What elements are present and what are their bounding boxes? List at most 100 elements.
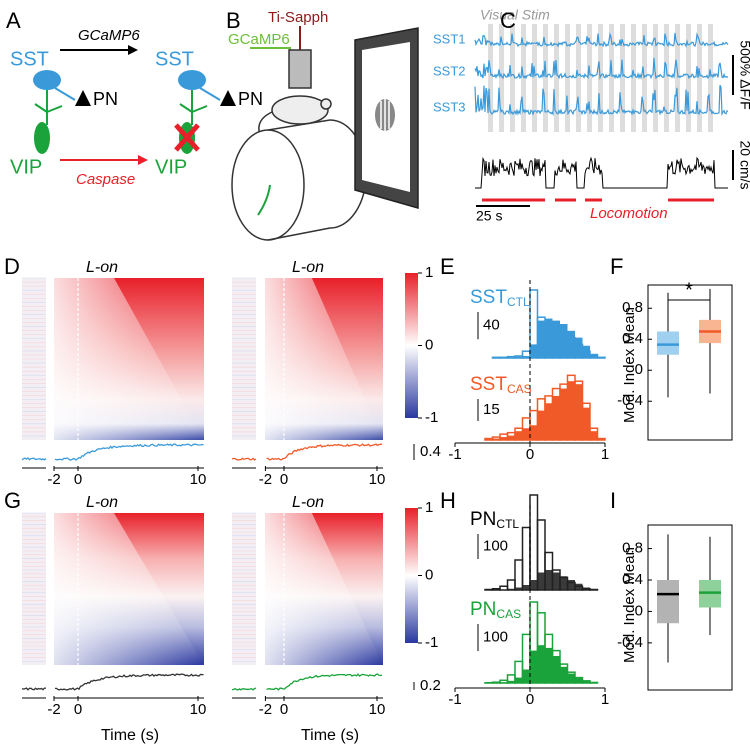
speed-trace xyxy=(475,156,728,189)
hist-bar xyxy=(537,645,545,683)
x-tick-label: 0 xyxy=(280,701,288,718)
neurite xyxy=(199,87,221,101)
hist-outline xyxy=(506,579,516,591)
box xyxy=(657,331,679,355)
x-tick-label: 0 xyxy=(280,471,288,488)
scale-label: 500% ΔF/F xyxy=(737,40,750,109)
colorbar-label: 0 xyxy=(425,336,433,353)
locomotion-label: Locomotion xyxy=(590,205,668,222)
hist-bar xyxy=(567,330,575,358)
neurite xyxy=(46,105,63,113)
objective xyxy=(288,49,312,89)
calcium-trace xyxy=(474,32,729,48)
wheel xyxy=(231,129,305,241)
stim-bar xyxy=(543,24,548,132)
hist-bar xyxy=(515,431,523,440)
hist-outline xyxy=(581,402,591,441)
hist-bar xyxy=(582,681,590,683)
mean-trace xyxy=(21,443,204,461)
calcium-trace xyxy=(474,84,729,117)
hist-bar xyxy=(567,673,575,683)
scale-label: 40 xyxy=(483,317,500,334)
hist-bar xyxy=(552,656,560,683)
hist-outline xyxy=(484,588,494,591)
y-tick-label: -0.4 xyxy=(617,392,643,409)
label-sub: CTL xyxy=(507,295,530,309)
grating-stripes xyxy=(380,99,390,131)
hist-bar xyxy=(522,355,530,358)
neurite xyxy=(191,105,208,113)
stim-bar xyxy=(565,24,570,132)
mean-trace xyxy=(231,673,383,691)
axes-frame xyxy=(647,524,733,691)
colorbar xyxy=(405,508,418,643)
colorbar xyxy=(405,273,418,418)
box xyxy=(657,580,679,624)
hist-outline xyxy=(596,356,606,359)
hist-bar xyxy=(545,403,553,440)
stim-bar xyxy=(631,24,636,132)
scale-label: 0.4 xyxy=(420,443,441,460)
hist-bar xyxy=(530,344,538,358)
hist-bar xyxy=(567,381,575,440)
hist-bar xyxy=(582,407,590,440)
hist-bar xyxy=(560,666,568,683)
stim-bar xyxy=(499,24,504,132)
x-tick-label: 1 xyxy=(601,691,609,708)
hist-label: SSTCAS xyxy=(470,374,532,396)
heatmap-title: L-on xyxy=(86,259,118,276)
axis-label: Time (s) xyxy=(101,727,159,744)
panel-c-traces xyxy=(474,24,734,207)
x-tick-label: 10 xyxy=(190,471,207,488)
scale-label: 0.2 xyxy=(420,677,441,694)
hist-outline xyxy=(499,585,509,591)
y-tick-label: 0.8 xyxy=(622,299,643,316)
hist-bar xyxy=(537,572,545,590)
colorbar-label: 1 xyxy=(425,499,433,516)
sst-cell xyxy=(178,70,206,90)
stim-bar xyxy=(708,24,713,132)
x-tick-label: 0 xyxy=(74,701,82,718)
colorbar-label: -1 xyxy=(425,634,438,651)
panel-label: H xyxy=(440,488,456,513)
colorbar-label: 0 xyxy=(425,566,433,583)
axis-label: Time (s) xyxy=(301,727,359,744)
neurite xyxy=(179,103,193,113)
x-tick-label: -2 xyxy=(259,471,272,488)
sst-cell xyxy=(33,70,61,90)
stim-bar xyxy=(620,24,625,132)
hist-outline xyxy=(491,681,501,684)
label-main: SST xyxy=(470,374,507,395)
panel-label: A xyxy=(6,8,21,33)
cell-label: SST1 xyxy=(433,31,466,46)
heatmap-title: L-on xyxy=(86,494,118,511)
significance: * xyxy=(685,279,693,301)
hist-outline xyxy=(596,437,606,441)
label-sub: CAS xyxy=(496,607,521,621)
hist-bar xyxy=(522,669,530,683)
wheel-edge xyxy=(267,119,331,241)
vip-cell xyxy=(34,122,50,154)
mouse-ear xyxy=(320,98,332,110)
hist-bar xyxy=(537,320,545,358)
stim-bar xyxy=(598,24,603,132)
x-tick-label: -2 xyxy=(47,471,60,488)
stim-bar xyxy=(675,24,680,132)
arrow-head xyxy=(138,155,148,165)
axis-label: Mod. Index Mean xyxy=(621,307,638,423)
stim-bar xyxy=(697,24,702,132)
hist-outline xyxy=(581,588,591,591)
cell-label: SST xyxy=(10,48,49,70)
stim-bar xyxy=(521,24,526,132)
stim-bar xyxy=(510,24,515,132)
hist-outline xyxy=(589,681,599,684)
cell-label: SST2 xyxy=(433,63,466,78)
scale-label: 20 cm/s xyxy=(737,140,750,189)
cell-label: SST xyxy=(155,48,194,70)
hist-bar xyxy=(507,680,515,683)
label-main: SST xyxy=(470,287,507,308)
panel-a-schematic xyxy=(33,45,236,165)
label: Ti-Sapph xyxy=(268,9,328,26)
hist-outline xyxy=(589,353,599,359)
